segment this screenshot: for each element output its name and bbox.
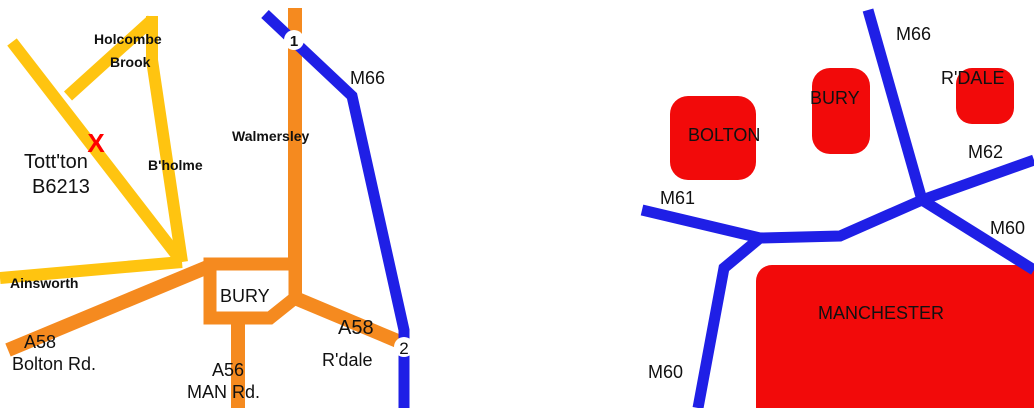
road-label-a58-left: A58 — [24, 332, 56, 352]
road-label-m60-east: M60 — [990, 218, 1025, 238]
place-label-ainsworth: Ainsworth — [10, 275, 78, 291]
regional-motorway-map-canvas: M66 BURY R'DALE BOLTON M62 M61 M60 MANCH… — [640, 8, 1034, 408]
town-areas — [670, 68, 1034, 408]
motorway-m60-east-line — [919, 195, 1034, 275]
road-label-m62: M62 — [968, 142, 1003, 162]
place-label-brook: Brook — [110, 54, 151, 70]
place-label-walmersley: Walmersley — [232, 128, 310, 144]
town-label-rdale: R'DALE — [941, 68, 1004, 88]
town-label-bury: BURY — [220, 286, 270, 306]
town-area-manchester — [756, 265, 1034, 408]
place-label-tottington: Tott'ton — [24, 151, 88, 173]
town-area-bolton — [670, 96, 756, 180]
motorway-m61-line — [640, 194, 925, 244]
motorway-m62-line — [920, 154, 1034, 206]
motorway-m60-west-line — [692, 233, 764, 408]
tottington-marker: X — [87, 128, 105, 158]
road-label-b6213: B6213 — [32, 176, 90, 198]
place-label-bholme: B'holme — [148, 157, 203, 173]
a-road-network — [5, 8, 403, 408]
town-area-bury — [812, 68, 870, 154]
junction-2-label: 2 — [399, 339, 408, 358]
town-label-manchester: MANCHESTER — [818, 303, 944, 323]
place-label-holcombe: Holcombe — [94, 31, 162, 47]
town-area-rdale — [956, 68, 1014, 124]
motorway-m66-line — [862, 8, 928, 202]
road-label-m61: M61 — [660, 188, 695, 208]
road-label-m66: M66 — [896, 24, 931, 44]
road-label-man-rd: MAN Rd. — [187, 382, 260, 402]
b-road-network — [0, 15, 188, 284]
road-label-rdale: R'dale — [322, 350, 372, 370]
local-road-map: 1 2 X Holcombe Brook Tott'ton B6213 B'ho… — [0, 0, 420, 408]
a-road-a58-rdale — [292, 291, 403, 349]
junction-1-label: 1 — [290, 33, 298, 50]
b-road-holcombe-east — [146, 16, 188, 263]
road-label-a56: A56 — [212, 360, 244, 380]
road-label-bolton-rd: Bolton Rd. — [12, 354, 96, 374]
junction-1: 1 — [284, 30, 304, 50]
town-label-bury: BURY — [810, 88, 860, 108]
junction-2: 2 — [394, 337, 414, 358]
b-road-holcombe-brook — [63, 15, 157, 101]
b-road-tottington — [7, 38, 187, 266]
a-road-a58-bolton — [5, 259, 213, 357]
bury-ring-road — [203, 257, 302, 325]
local-road-map-canvas: 1 2 X Holcombe Brook Tott'ton B6213 B'ho… — [0, 8, 414, 408]
b-road-ainsworth — [0, 256, 183, 284]
road-label-a58-right: A58 — [338, 317, 374, 339]
motorway-network — [640, 8, 1034, 408]
town-label-bolton: BOLTON — [688, 125, 760, 145]
road-label-m60-west: M60 — [648, 362, 683, 382]
m66-road-line — [261, 9, 410, 408]
regional-motorway-map: M66 BURY R'DALE BOLTON M62 M61 M60 MANCH… — [630, 0, 1034, 408]
road-label-m66: M66 — [350, 68, 385, 88]
motorway-m66 — [261, 9, 410, 408]
